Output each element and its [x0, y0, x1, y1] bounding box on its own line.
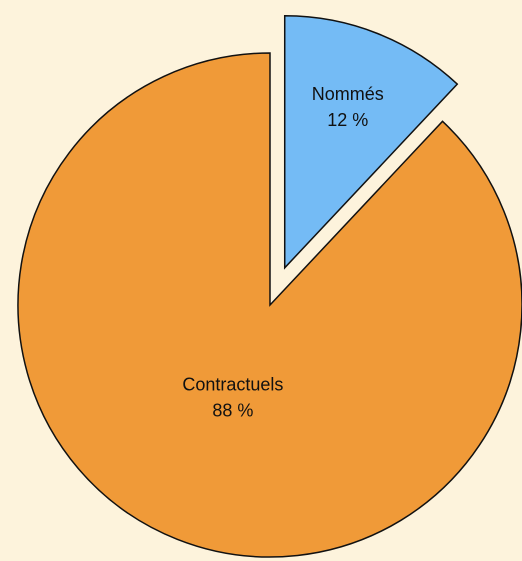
- slice-label: Contractuels: [182, 374, 283, 394]
- slice-label: Nommés: [312, 84, 384, 104]
- pie-slice: [17, 52, 522, 558]
- pie-slice: [283, 15, 459, 270]
- slice-value-label: 88 %: [212, 400, 253, 420]
- slice-value-label: 12 %: [327, 110, 368, 130]
